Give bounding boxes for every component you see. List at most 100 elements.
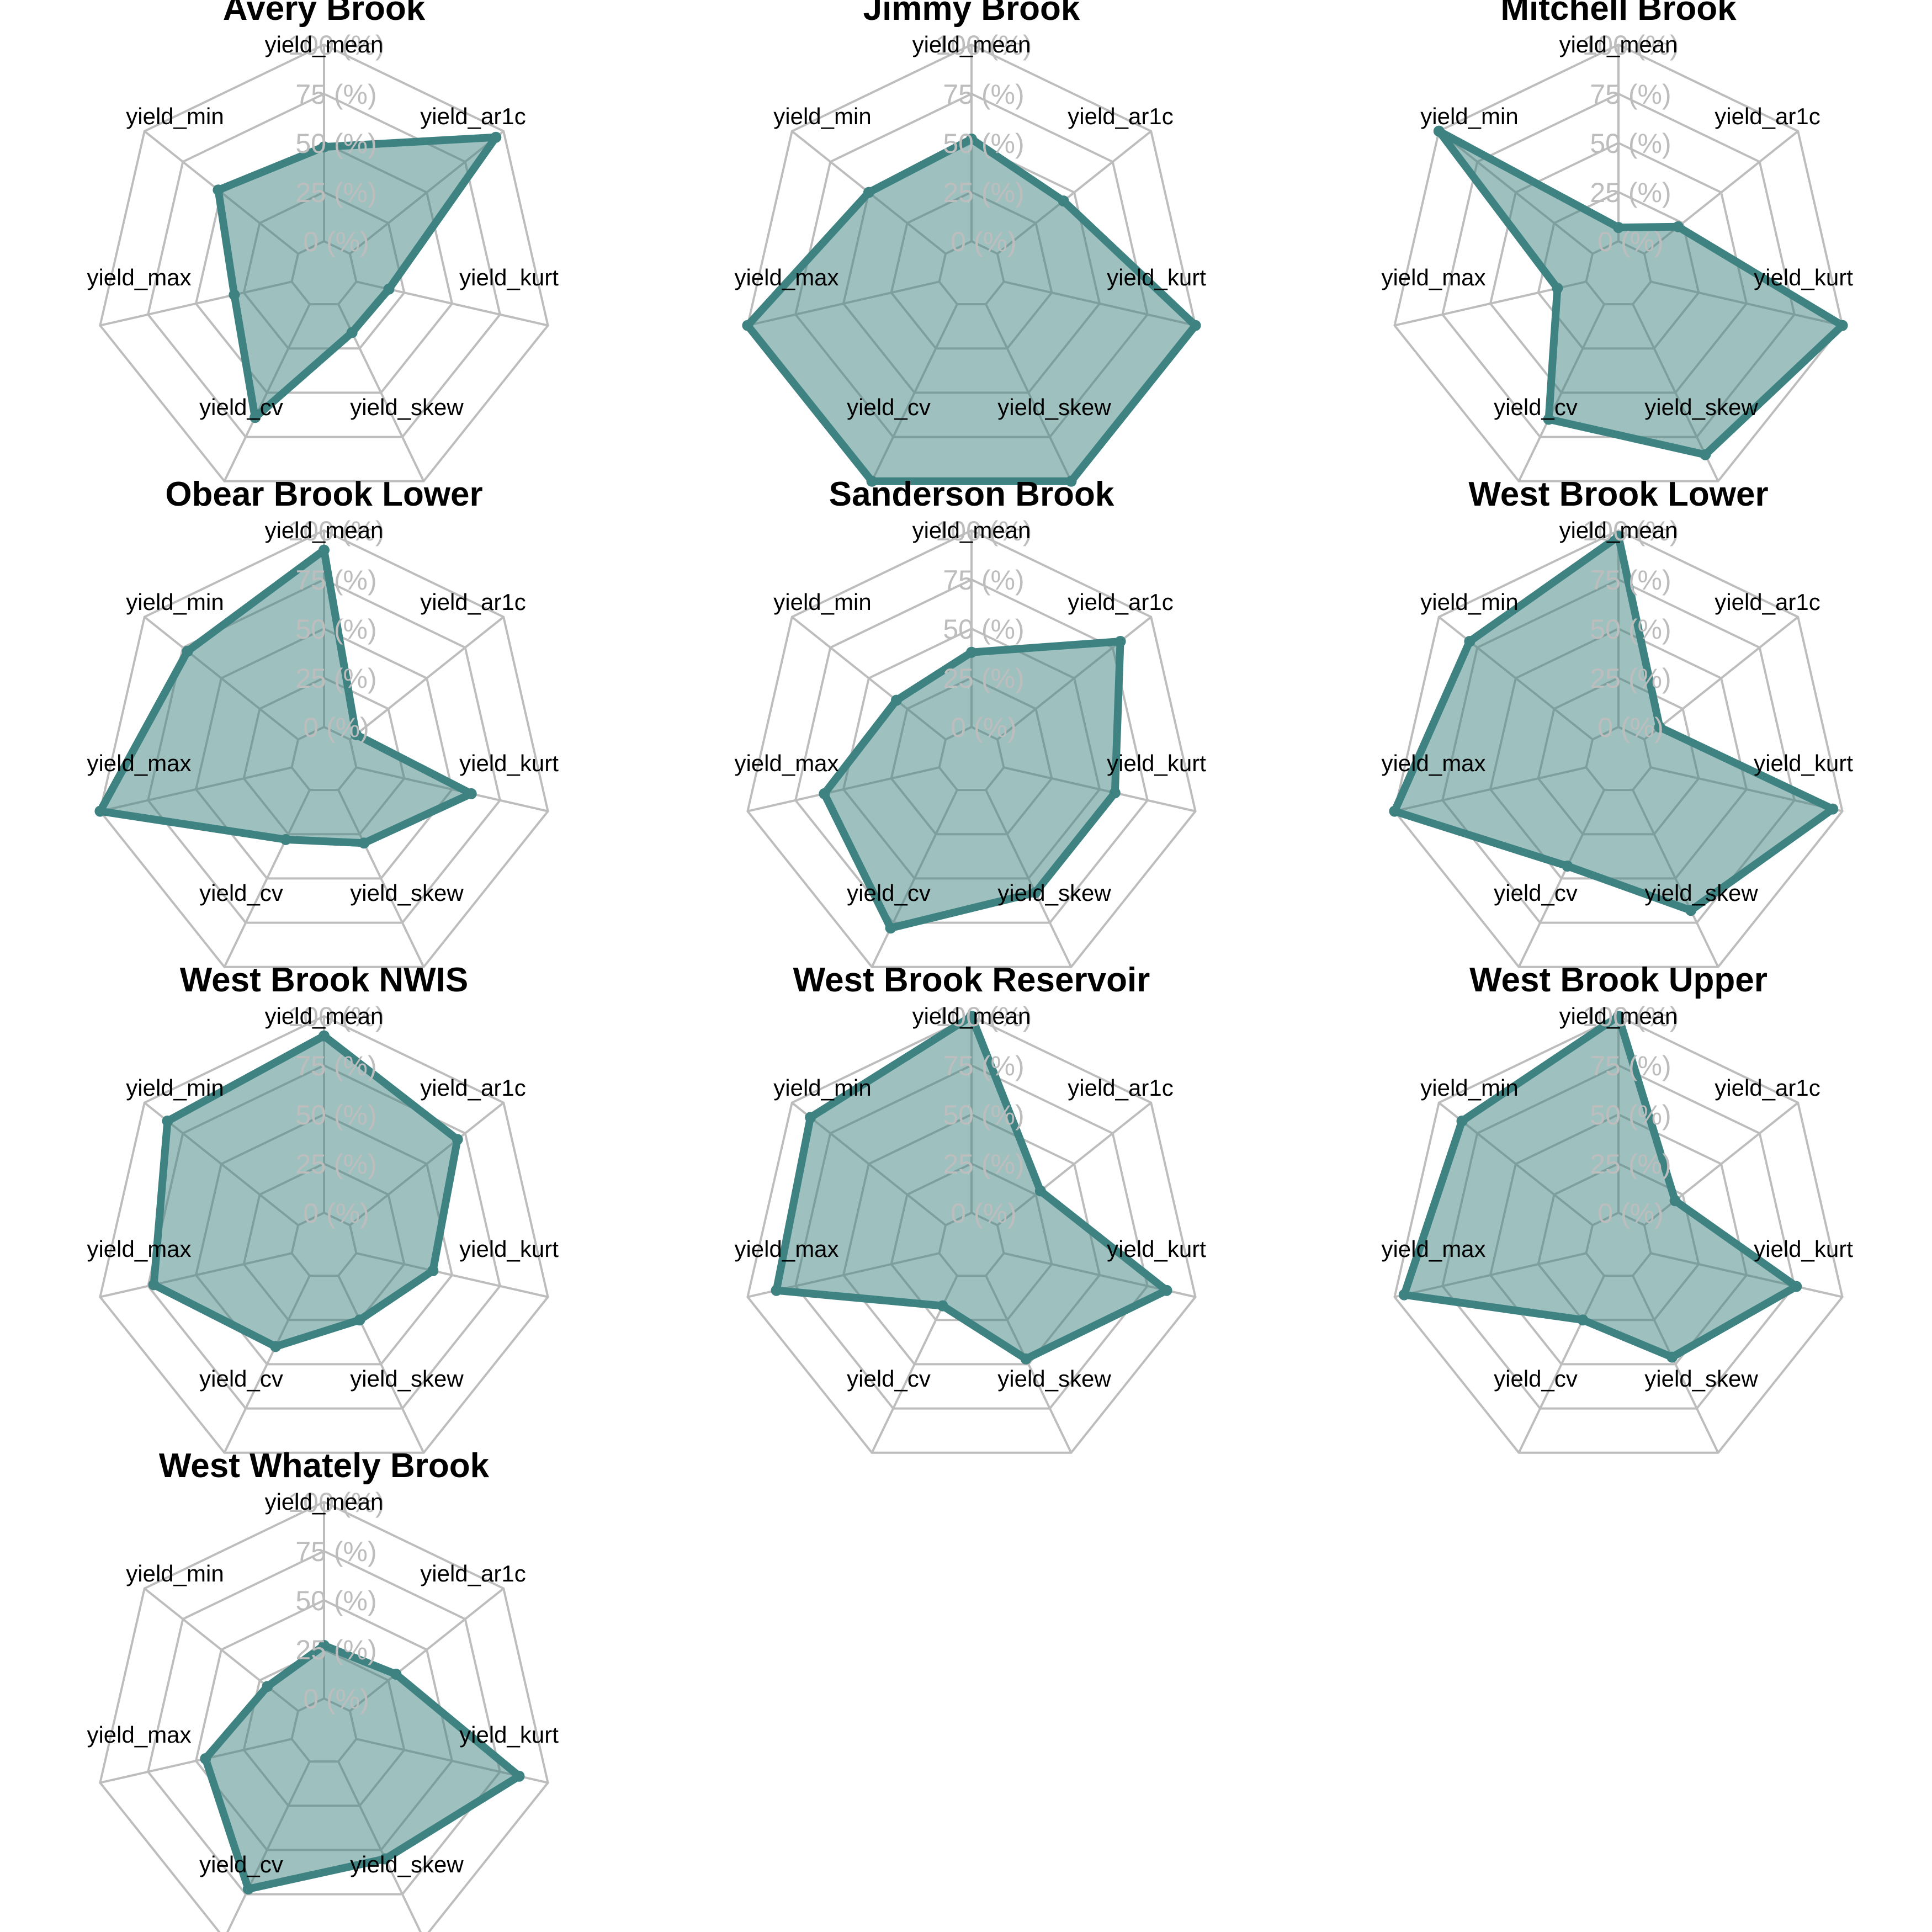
axis-label-yield_max: yield_max	[734, 1236, 838, 1262]
ring-label: 75 (%)	[1590, 565, 1671, 596]
series-area	[150, 1032, 461, 1351]
axis-label-yield_ar1c: yield_ar1c	[420, 103, 526, 129]
series-area	[1400, 1012, 1801, 1361]
ring-label: 50 (%)	[295, 1585, 376, 1616]
axis-label-yield_ar1c: yield_ar1c	[420, 589, 526, 615]
ring-label: 50 (%)	[295, 614, 376, 645]
axis-label-yield_kurt: yield_kurt	[459, 1722, 559, 1748]
data-point-yield_cv	[937, 1300, 948, 1312]
panel-title: Avery Brook	[223, 0, 426, 28]
axis-label-yield_cv: yield_cv	[199, 880, 283, 906]
data-point-yield_mean	[1613, 530, 1624, 542]
data-point-yield_skew	[1666, 1351, 1678, 1363]
data-point-yield_max	[200, 1753, 211, 1764]
axis-label-yield_min: yield_min	[126, 103, 224, 129]
data-point-yield_skew	[1700, 449, 1711, 460]
axis-label-yield_min: yield_min	[1420, 589, 1518, 615]
axis-label-yield_kurt: yield_kurt	[459, 1236, 559, 1262]
axis-label-yield_kurt: yield_kurt	[1107, 264, 1206, 290]
data-point-yield_mean	[1613, 1011, 1624, 1022]
axis-label-yield_skew: yield_skew	[997, 880, 1111, 906]
grid-ring	[99, 1015, 549, 1454]
series-area	[1390, 532, 1837, 915]
grid-ring	[1393, 43, 1844, 482]
series-area	[1435, 127, 1846, 459]
data-point-yield_mean	[966, 646, 977, 658]
ring-label: 0 (%)	[951, 1198, 1016, 1229]
axis-label-yield_skew: yield_skew	[997, 1366, 1111, 1392]
ring-label: 0 (%)	[1597, 1198, 1663, 1229]
data-point-yield_max	[94, 805, 106, 817]
data-point-yield_skew	[1685, 905, 1697, 916]
axis-label-yield_skew: yield_skew	[350, 880, 464, 906]
data-point-yield_ar1c	[1654, 721, 1665, 733]
axis-label-yield_skew: yield_skew	[350, 1851, 464, 1877]
data-point-yield_mean	[319, 544, 330, 556]
axis-label-yield_min: yield_min	[126, 1561, 224, 1586]
data-point-yield_max	[771, 1285, 782, 1296]
series-area	[96, 546, 475, 847]
ring-label: 0 (%)	[1597, 226, 1663, 257]
grid-ring	[147, 92, 501, 438]
axis-label-yield_ar1c: yield_ar1c	[1068, 589, 1173, 615]
data-point-yield_skew	[1065, 475, 1077, 487]
data-point-yield_max	[1398, 1289, 1410, 1301]
panel-title: Jimmy Brook	[863, 0, 1080, 28]
data-point-yield_kurt	[1161, 1285, 1172, 1296]
grid-spoke	[1643, 616, 1799, 741]
axis-label-yield_skew: yield_skew	[997, 394, 1111, 420]
axis-label-yield_kurt: yield_kurt	[1107, 750, 1206, 776]
axis-label-yield_min: yield_min	[773, 589, 871, 615]
axis-label-yield_min: yield_min	[126, 1075, 224, 1101]
data-point-yield_cv	[250, 412, 261, 423]
ring-label: 0 (%)	[951, 712, 1016, 743]
data-point-yield_min	[162, 1115, 173, 1127]
ring-label: 0 (%)	[303, 712, 369, 743]
ring-label: 0 (%)	[951, 226, 1016, 257]
axis-label-yield_ar1c: yield_ar1c	[1068, 1075, 1173, 1101]
axis-label-yield_cv: yield_cv	[847, 1366, 931, 1392]
data-point-yield_mean	[1613, 222, 1624, 233]
data-point-yield_cv	[280, 834, 291, 845]
ring-label: 0 (%)	[1597, 712, 1663, 743]
panel-title: West Whately Brook	[159, 1447, 490, 1485]
radar-panel: 0 (%) 25 (%) 50 (%) 75 (%) 100 (%)yield_mean…	[87, 0, 559, 482]
ring-label: 100 (%)	[1582, 516, 1679, 546]
data-point-yield_min	[1433, 125, 1445, 137]
ring-label: 50 (%)	[1590, 1100, 1671, 1130]
data-point-yield_ar1c	[1673, 221, 1684, 232]
series-area	[214, 133, 500, 422]
axis-label-yield_max: yield_max	[734, 750, 838, 776]
data-point-yield_kurt	[465, 788, 477, 799]
panel-title: West Brook Reservoir	[793, 961, 1150, 999]
ring-label: 25 (%)	[1590, 663, 1671, 694]
ring-label: 25 (%)	[943, 1149, 1024, 1180]
axis-label-yield_mean: yield_mean	[912, 517, 1031, 543]
ring-label: 100 (%)	[288, 1487, 384, 1518]
axis-label-yield_mean: yield_mean	[912, 1003, 1031, 1029]
panel-title: West Brook NWIS	[180, 961, 468, 999]
data-point-yield_skew	[1029, 887, 1041, 899]
radar-panel: 0 (%) 25 (%) 50 (%) 75 (%) 100 (%)yield_mean…	[734, 475, 1206, 968]
ring-label: 75 (%)	[1590, 1050, 1671, 1081]
axis-label-yield_skew: yield_skew	[350, 394, 464, 420]
axis-label-yield_min: yield_min	[773, 103, 871, 129]
ring-label: 25 (%)	[1590, 177, 1671, 208]
axis-label-yield_kurt: yield_kurt	[1754, 264, 1853, 290]
ring-label: 25 (%)	[943, 177, 1024, 208]
panel-title: West Brook Upper	[1469, 961, 1768, 999]
data-point-yield_kurt	[383, 283, 395, 295]
series-area	[744, 135, 1199, 485]
axis-label-yield_mean: yield_mean	[1559, 1003, 1678, 1029]
data-point-yield_ar1c	[1034, 1185, 1046, 1197]
axis-label-yield_min: yield_min	[1420, 1075, 1518, 1101]
data-point-yield_mean	[966, 133, 977, 145]
ring-label: 75 (%)	[295, 1050, 376, 1081]
ring-label: 75 (%)	[943, 1050, 1024, 1081]
series-area	[820, 638, 1124, 932]
ring-label: 25 (%)	[943, 663, 1024, 694]
radar-panel: 0 (%) 25 (%) 50 (%) 75 (%) 100 (%)yield_mean…	[734, 961, 1206, 1454]
data-point-yield_cv	[1562, 861, 1573, 872]
data-point-yield_min	[213, 184, 224, 196]
axis-label-yield_min: yield_min	[773, 1075, 871, 1101]
